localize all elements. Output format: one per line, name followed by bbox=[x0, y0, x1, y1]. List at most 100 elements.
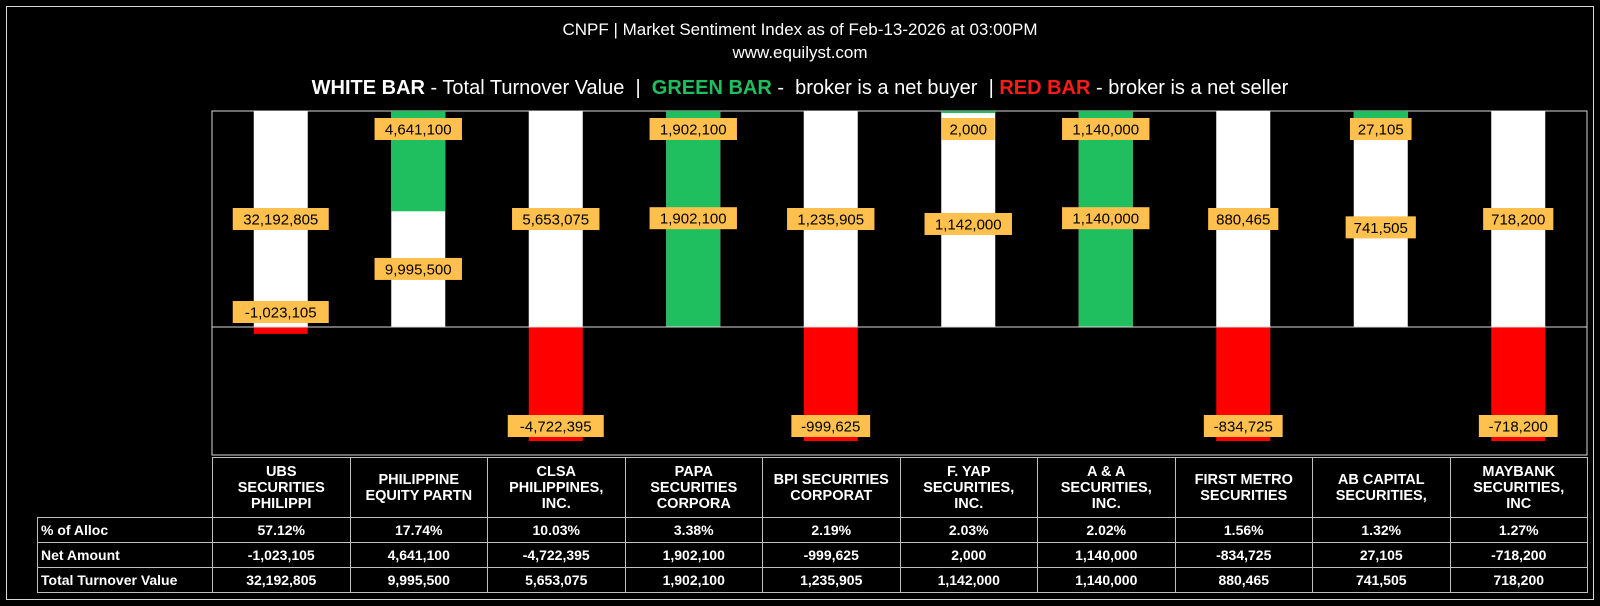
legend-red-key: RED BAR bbox=[999, 77, 1091, 99]
broker-name-line: PHILIPPI bbox=[251, 495, 312, 512]
chart-title: CNPF | Market Sentiment Index as of Feb-… bbox=[562, 20, 1038, 39]
total-label-1-box bbox=[374, 257, 462, 280]
table-cell: 741,505 bbox=[1312, 567, 1451, 593]
table-body: % of Alloc 57.12% 17.74% 10.03% 3.38% 2.19% 2.… bbox=[37, 517, 1588, 593]
total-label-0: 32,192,805 bbox=[243, 212, 318, 229]
total-label-3: 1,902,100 bbox=[660, 211, 727, 228]
broker-header-2: CLSA PHILIPPINES, INC. bbox=[487, 457, 626, 518]
net-label-0: -1,023,105 bbox=[245, 305, 317, 322]
net-label-1-box bbox=[374, 118, 462, 140]
broker-name-line: SECURITIES bbox=[237, 479, 325, 496]
table-cell: -1,023,105 bbox=[212, 542, 351, 568]
total-label-0-box bbox=[232, 208, 329, 230]
total-label-8-box bbox=[1345, 216, 1416, 239]
net-label-4-box bbox=[791, 415, 871, 437]
total-label-7: 880,465 bbox=[1216, 212, 1270, 229]
net-bar-5 bbox=[941, 111, 996, 113]
broker-header-5: F. YAP SECURITIES, INC. bbox=[899, 457, 1038, 518]
broker-name-line: EQUITY PARTN bbox=[365, 487, 473, 504]
net-label-6-box bbox=[1062, 118, 1150, 140]
table-cell: -4,722,395 bbox=[487, 542, 626, 568]
total-label-6: 1,140,000 bbox=[1072, 211, 1139, 228]
total-label-4: 1,235,905 bbox=[797, 212, 864, 229]
legend: WHITE BAR - Total Turnover Value | GREEN… bbox=[0, 77, 1600, 100]
total-label-8: 741,505 bbox=[1354, 220, 1408, 237]
broker-name-line: PHILIPPINES, bbox=[509, 479, 604, 496]
broker-name-line: MAYBANK bbox=[1482, 463, 1556, 480]
net-label-8-box bbox=[1349, 118, 1412, 140]
table-cell: 2.19% bbox=[762, 517, 901, 543]
table-cell: 1.32% bbox=[1312, 517, 1451, 543]
broker-name-line: SECURITIES, bbox=[1060, 479, 1152, 496]
table-cell: 27,105 bbox=[1312, 542, 1451, 568]
net-label-7: -834,725 bbox=[1214, 419, 1273, 436]
legend-white-text: - Total Turnover Value | bbox=[425, 77, 652, 99]
broker-name-line: A & A bbox=[1087, 463, 1126, 480]
net-bar-8 bbox=[1353, 111, 1408, 119]
table-cell: 4,641,100 bbox=[349, 542, 488, 568]
broker-header-0: UBS SECURITIES PHILIPPI bbox=[212, 457, 351, 518]
legend-green-text: - broker is a net buyer | bbox=[771, 77, 1000, 99]
table-header-row: UBS SECURITIES PHILIPPI PHILIPPINE EQUITY PA… bbox=[37, 457, 1588, 518]
legend-white-key: WHITE BAR bbox=[311, 77, 425, 99]
total-label-9: 718,200 bbox=[1491, 212, 1545, 229]
broker-name-line: BPI SECURITIES bbox=[773, 471, 889, 488]
total-label-1: 9,995,500 bbox=[385, 261, 452, 278]
plot-area bbox=[211, 110, 1588, 456]
legend-green-key: GREEN BAR bbox=[651, 77, 772, 99]
legend-red-text: - broker is a net seller bbox=[1090, 77, 1289, 99]
table-cell: 1,140,000 bbox=[1037, 567, 1176, 593]
row-label: Net Amount bbox=[37, 542, 213, 568]
net-label-5: 2,000 bbox=[949, 122, 987, 139]
table-cell: -999,625 bbox=[762, 542, 901, 568]
total-label-3-box bbox=[649, 207, 737, 230]
total-label-7-box bbox=[1208, 208, 1279, 230]
table-corner-cell bbox=[37, 457, 213, 518]
broker-header-3: PAPA SECURITIES CORPORA bbox=[624, 457, 763, 518]
broker-header-8: AB CAPITAL SECURITIES, bbox=[1312, 457, 1451, 518]
net-label-6: 1,140,000 bbox=[1072, 122, 1139, 139]
row-label: % of Alloc bbox=[37, 517, 213, 543]
net-label-4: -999,625 bbox=[801, 419, 860, 436]
table-cell: 1,142,000 bbox=[899, 567, 1038, 593]
broker-name-line: SECURITIES, bbox=[923, 479, 1015, 496]
total-label-5-box bbox=[924, 212, 1012, 235]
broker-name-line: PHILIPPINE bbox=[378, 471, 460, 488]
total-label-9-box bbox=[1483, 208, 1554, 230]
net-label-5-box bbox=[941, 118, 995, 140]
total-label-5: 1,142,000 bbox=[935, 216, 1002, 233]
table-cell: 2,000 bbox=[899, 542, 1038, 568]
table-cell: 880,465 bbox=[1174, 567, 1313, 593]
net-label-3: 1,902,100 bbox=[660, 122, 727, 139]
broker-name-line: SECURITIES bbox=[1200, 487, 1288, 504]
broker-name-line: SECURITIES, bbox=[1335, 487, 1427, 504]
table-cell: 1.27% bbox=[1449, 517, 1588, 543]
total-label-2-box bbox=[512, 208, 600, 230]
broker-header-4: BPI SECURITIES CORPORAT bbox=[762, 457, 901, 518]
broker-name-line: PAPA bbox=[674, 463, 713, 480]
table-cell: 2.02% bbox=[1037, 517, 1176, 543]
broker-header-1: PHILIPPINE EQUITY PARTN bbox=[349, 457, 488, 518]
table-cell: -834,725 bbox=[1174, 542, 1313, 568]
table-cell: 32,192,805 bbox=[212, 567, 351, 593]
net-label-2: -4,722,395 bbox=[520, 419, 592, 436]
table-cell: 1.56% bbox=[1174, 517, 1313, 543]
table-cell: 17.74% bbox=[349, 517, 488, 543]
broker-name-line: UBS bbox=[265, 463, 297, 480]
table-cell: 2.03% bbox=[899, 517, 1038, 543]
broker-name-line: CORPORA bbox=[656, 495, 731, 512]
table-cell: 57.12% bbox=[212, 517, 351, 543]
net-label-1: 4,641,100 bbox=[385, 122, 452, 139]
broker-name-line: INC. bbox=[541, 495, 571, 512]
data-table: UBS SECURITIES PHILIPPI PHILIPPINE EQUITY PA… bbox=[37, 457, 1588, 593]
net-label-8: 27,105 bbox=[1358, 122, 1404, 139]
table-cell: 718,200 bbox=[1449, 567, 1588, 593]
broker-name-line: CLSA bbox=[536, 463, 576, 480]
table-cell: 1,235,905 bbox=[762, 567, 901, 593]
broker-name-line: CORPORAT bbox=[790, 487, 873, 504]
table-cell: 1,902,100 bbox=[624, 567, 763, 593]
broker-header-7: FIRST METRO SECURITIES bbox=[1174, 457, 1313, 518]
net-label-0-box bbox=[232, 301, 329, 323]
